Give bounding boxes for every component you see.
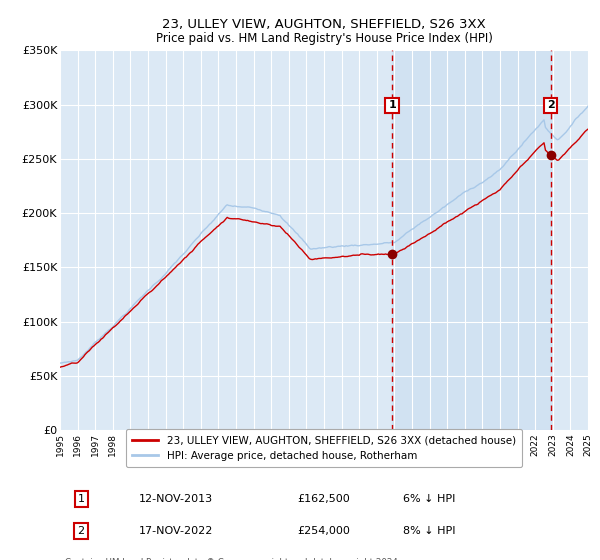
Text: 6% ↓ HPI: 6% ↓ HPI [403,494,455,504]
Text: 12-NOV-2013: 12-NOV-2013 [139,494,214,504]
Bar [392,50,551,430]
Text: 17-NOV-2022: 17-NOV-2022 [139,526,214,536]
Text: 2: 2 [547,100,554,110]
Text: £162,500: £162,500 [298,494,350,504]
Text: 1: 1 [77,494,85,504]
Text: 2: 2 [77,526,85,536]
Text: Price paid vs. HM Land Registry's House Price Index (HPI): Price paid vs. HM Land Registry's House … [155,32,493,45]
Text: 1: 1 [388,100,396,110]
Text: 23, ULLEY VIEW, AUGHTON, SHEFFIELD, S26 3XX: 23, ULLEY VIEW, AUGHTON, SHEFFIELD, S26 … [162,18,486,31]
Text: Contains HM Land Registry data © Crown copyright and database right 2024.
This d: Contains HM Land Registry data © Crown c… [65,558,401,560]
Legend: 23, ULLEY VIEW, AUGHTON, SHEFFIELD, S26 3XX (detached house), HPI: Average price: 23, ULLEY VIEW, AUGHTON, SHEFFIELD, S26 … [126,430,522,467]
Text: £254,000: £254,000 [298,526,350,536]
Text: 8% ↓ HPI: 8% ↓ HPI [403,526,456,536]
